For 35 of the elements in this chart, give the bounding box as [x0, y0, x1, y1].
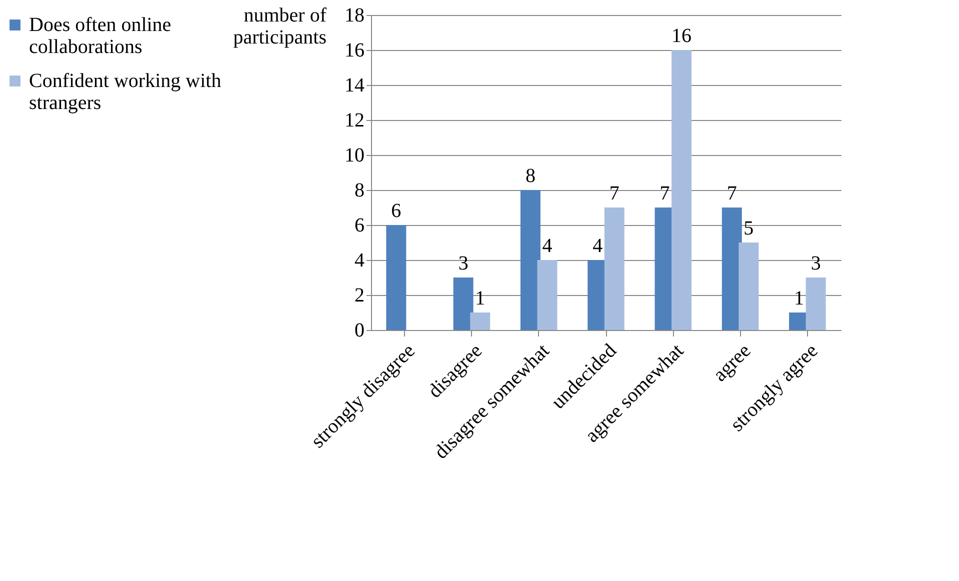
- data-label: 3: [810, 252, 821, 274]
- legend-label: Confident working with strangers: [29, 70, 222, 114]
- data-label: 4: [542, 235, 552, 257]
- y-tick-label: 14: [344, 74, 364, 96]
- data-label: 5: [744, 218, 754, 240]
- bar: [672, 50, 692, 330]
- y-tick-label: 4: [354, 250, 364, 272]
- data-label: 16: [672, 25, 692, 47]
- bar: [806, 278, 826, 330]
- legend-label: Does often online collaborations: [29, 14, 172, 58]
- y-tick-label: 18: [344, 4, 364, 26]
- y-tick-label: 6: [354, 214, 364, 236]
- bar: [537, 260, 558, 330]
- bar: [386, 225, 406, 330]
- data-label: 6: [391, 200, 402, 222]
- bar: [520, 190, 540, 330]
- bar: [453, 278, 474, 330]
- data-label: 7: [660, 182, 670, 204]
- y-tick-label: 0: [354, 320, 364, 342]
- y-tick-label: 10: [344, 144, 364, 166]
- data-label: 1: [475, 288, 486, 310]
- data-label: 8: [525, 165, 536, 187]
- y-tick-label: 12: [344, 110, 364, 132]
- y-tick-label: 2: [354, 284, 364, 306]
- bar: [738, 242, 759, 330]
- data-label: 3: [458, 252, 468, 274]
- y-axis-title: number of participants: [233, 4, 327, 48]
- data-label: 4: [592, 235, 603, 257]
- data-label: 1: [794, 288, 804, 310]
- bar: [470, 312, 490, 330]
- bar: [604, 208, 624, 330]
- y-tick-label: 16: [344, 40, 364, 62]
- y-tick-label: 8: [354, 180, 364, 202]
- data-label: 7: [609, 182, 620, 204]
- data-label: 7: [726, 182, 737, 204]
